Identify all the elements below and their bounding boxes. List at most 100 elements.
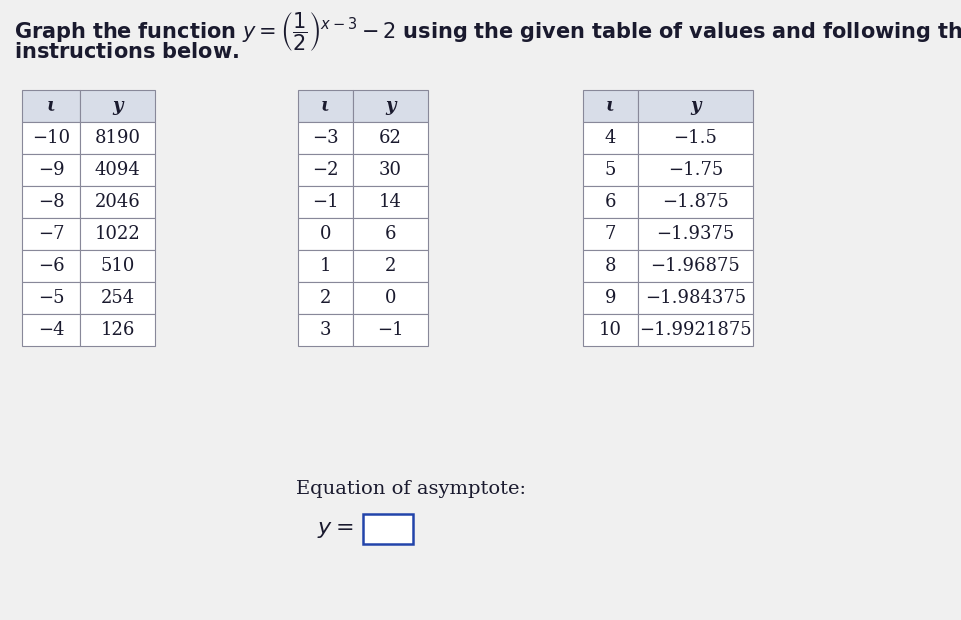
Text: −1.96875: −1.96875 [651,257,740,275]
Text: −1.5: −1.5 [674,129,718,147]
Bar [583,314,638,346]
Text: 4094: 4094 [94,161,140,179]
Bar [583,282,638,314]
Text: 2: 2 [320,289,332,307]
Text: −7: −7 [37,225,64,243]
Bar [583,186,638,218]
Text: −8: −8 [37,193,64,211]
Text: 0: 0 [320,225,332,243]
Text: 8: 8 [604,257,616,275]
Text: 126: 126 [100,321,135,339]
Bar [298,250,353,282]
Bar [80,154,155,186]
Text: 6: 6 [604,193,616,211]
Text: −6: −6 [37,257,64,275]
Bar [22,282,80,314]
Bar [22,218,80,250]
Bar [353,218,428,250]
Bar [298,154,353,186]
Bar [638,282,753,314]
Bar [638,250,753,282]
Text: 7: 7 [604,225,616,243]
Bar [22,154,80,186]
Text: $\mathbf{instructions\ below.}$: $\mathbf{instructions\ below.}$ [14,42,239,62]
Text: Equation of asymptote:: Equation of asymptote: [296,480,526,498]
Text: 14: 14 [379,193,402,211]
Bar [22,250,80,282]
Text: 1: 1 [320,257,332,275]
Text: −1.984375: −1.984375 [645,289,746,307]
Text: −1: −1 [377,321,404,339]
Text: y: y [385,97,396,115]
Text: −9: −9 [37,161,64,179]
Text: 4: 4 [604,129,616,147]
Text: −1.875: −1.875 [662,193,728,211]
Text: 5: 5 [604,161,616,179]
Bar [363,514,413,544]
Text: 6: 6 [384,225,396,243]
Bar [583,250,638,282]
Text: ι: ι [47,97,56,115]
Bar [638,90,753,122]
Bar [22,186,80,218]
Bar [583,90,638,122]
Bar [80,250,155,282]
Text: 2046: 2046 [94,193,140,211]
Bar [298,186,353,218]
Bar [353,314,428,346]
Bar [80,186,155,218]
Text: 510: 510 [100,257,135,275]
Bar [353,90,428,122]
Bar [583,218,638,250]
Text: −5: −5 [37,289,64,307]
Text: ι: ι [606,97,615,115]
Bar [80,282,155,314]
Text: $y =$: $y =$ [317,518,354,540]
Bar [22,90,80,122]
Text: y: y [690,97,701,115]
Bar [638,314,753,346]
Text: −1: −1 [312,193,339,211]
Text: ι: ι [321,97,330,115]
Bar [80,314,155,346]
Text: −4: −4 [37,321,64,339]
Bar [353,154,428,186]
Text: 8190: 8190 [94,129,140,147]
Bar [353,186,428,218]
Text: y: y [112,97,123,115]
Bar [638,186,753,218]
Text: −1.9375: −1.9375 [656,225,734,243]
Text: −3: −3 [312,129,339,147]
Text: −2: −2 [312,161,338,179]
Text: 30: 30 [379,161,402,179]
Bar [22,122,80,154]
Bar [638,218,753,250]
Text: 9: 9 [604,289,616,307]
Text: −1.75: −1.75 [668,161,723,179]
Text: −10: −10 [32,129,70,147]
Bar [298,314,353,346]
Bar [80,218,155,250]
Bar [298,282,353,314]
Text: 10: 10 [599,321,622,339]
Text: 1022: 1022 [94,225,140,243]
Bar [353,282,428,314]
Text: $\mathbf{Graph\ the\ function}\ y = \left(\dfrac{1}{2}\right)^{x-3} - 2\ \mathbf: $\mathbf{Graph\ the\ function}\ y = \lef… [14,10,961,53]
Bar [298,122,353,154]
Bar [353,122,428,154]
Bar [638,122,753,154]
Text: 2: 2 [384,257,396,275]
Bar [80,90,155,122]
Bar [22,314,80,346]
Text: 62: 62 [379,129,402,147]
Bar [80,122,155,154]
Text: 3: 3 [320,321,332,339]
Bar [583,122,638,154]
Bar [638,154,753,186]
Bar [298,218,353,250]
Text: −1.9921875: −1.9921875 [639,321,752,339]
Text: 0: 0 [384,289,396,307]
Bar [298,90,353,122]
Bar [353,250,428,282]
Text: 254: 254 [101,289,135,307]
